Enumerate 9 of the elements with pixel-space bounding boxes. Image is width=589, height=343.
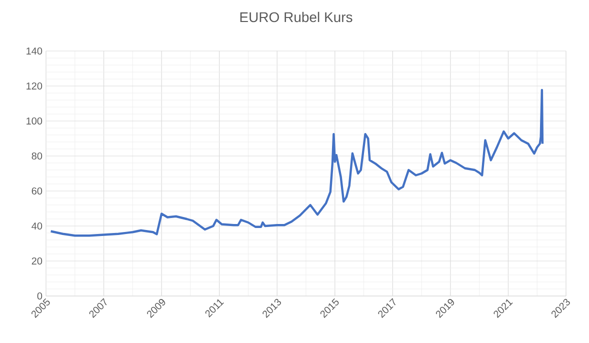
y-tick-label: 60 <box>32 187 42 195</box>
y-tick-label: 100 <box>26 117 42 125</box>
y-tick-label: 120 <box>26 82 42 90</box>
y-tick-label: 20 <box>32 257 42 265</box>
y-tick-label: 140 <box>26 47 42 55</box>
y-tick-label: 80 <box>32 152 42 160</box>
y-tick-label: 40 <box>32 222 42 230</box>
y-tick-label: 0 <box>37 292 42 300</box>
chart-title: EURO Rubel Kurs <box>240 12 352 22</box>
